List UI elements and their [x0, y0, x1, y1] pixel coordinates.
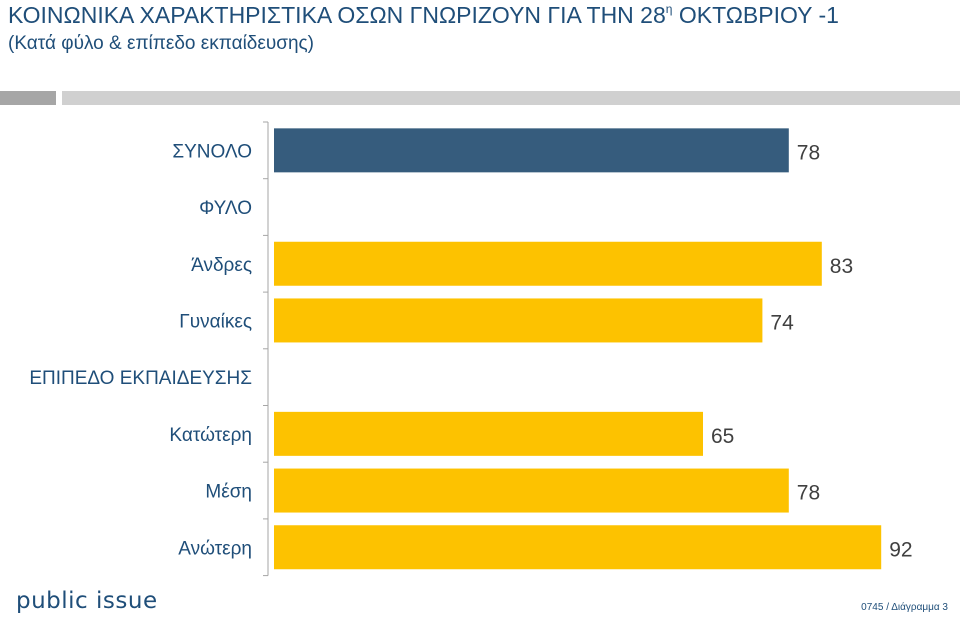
header-band-left [0, 91, 56, 105]
chart-reference: 0745 / Διάγραμμα 3 [861, 602, 948, 613]
bar-value-label: 83 [830, 255, 853, 278]
category-label: ΕΠΙΠΕΔΟ ΕΚΠΑΙΔΕΥΣΗΣ [29, 368, 252, 389]
chart-title-main: ΚΟΙΝΩΝΙΚΑ ΧΑΡΑΚΤΗΡΙΣΤΙΚΑ ΟΣΩΝ ΓΝΩΡΙΖΟΥΝ … [8, 2, 666, 28]
bar-value-label: 78 [797, 141, 820, 164]
bar [274, 128, 789, 173]
category-label: Άνδρες [191, 255, 252, 276]
bar-value-label: 65 [711, 425, 734, 448]
bar [274, 411, 703, 456]
bar [274, 298, 763, 343]
bar [274, 241, 822, 286]
header-band-right [62, 91, 960, 105]
category-label: Κατώτερη [169, 425, 252, 446]
bar-value-label: 92 [889, 538, 912, 561]
category-label: ΣΥΝΟΛΟ [172, 141, 252, 162]
chart-title: ΚΟΙΝΩΝΙΚΑ ΧΑΡΑΚΤΗΡΙΣΤΙΚΑ ΟΣΩΝ ΓΝΩΡΙΖΟΥΝ … [8, 2, 839, 29]
bar-value-label: 78 [797, 482, 820, 505]
category-label: Γυναίκες [179, 311, 252, 332]
chart-title-end: ΟΚΤΩΒΡΙΟΥ -1 [672, 2, 839, 28]
bar [274, 525, 882, 570]
chart-title-superscript: η [665, 2, 673, 16]
chart-subtitle: (Κατά φύλο & επίπεδο εκπαίδευσης) [8, 33, 315, 54]
brand-logo: public issue [16, 588, 158, 614]
category-label: Ανώτερη [178, 538, 252, 559]
category-label: Μέση [205, 482, 252, 503]
bar-value-label: 74 [770, 311, 794, 334]
category-label: ΦΥΛΟ [199, 198, 252, 219]
bar [274, 468, 789, 513]
